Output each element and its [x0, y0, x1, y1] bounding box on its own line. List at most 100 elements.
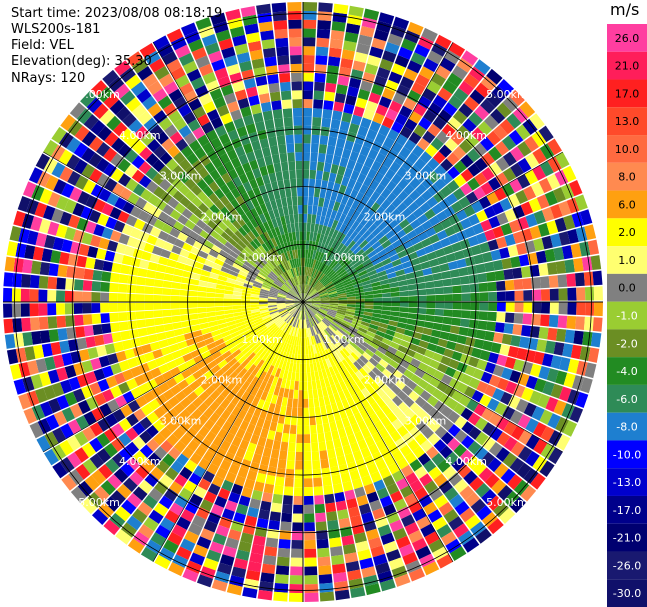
range-gate	[294, 276, 299, 286]
range-gate	[209, 389, 221, 401]
range-gate	[141, 458, 156, 473]
colorbar-tick-label: 2.0	[618, 226, 636, 239]
range-gate	[372, 112, 385, 125]
range-gate	[135, 354, 147, 366]
range-gate	[553, 400, 567, 416]
range-gate	[91, 469, 107, 486]
range-gate	[332, 333, 341, 342]
range-gate	[283, 283, 291, 291]
range-gate	[411, 144, 425, 158]
range-gate	[295, 310, 300, 319]
range-gate	[271, 366, 278, 377]
range-gate	[108, 76, 125, 93]
range-gate	[298, 213, 303, 223]
range-gate	[314, 223, 320, 233]
range-gate	[305, 319, 309, 329]
range-gate	[118, 360, 131, 372]
range-gate	[294, 327, 298, 337]
range-gate	[513, 278, 524, 290]
range-gate	[323, 340, 330, 350]
range-gate	[391, 197, 403, 208]
range-gate	[483, 114, 499, 130]
range-gate	[303, 398, 309, 408]
range-gate	[320, 320, 328, 329]
range-gate	[403, 408, 416, 420]
range-gate	[452, 187, 466, 201]
range-gate	[346, 197, 355, 208]
range-gate	[228, 168, 239, 180]
range-gate	[328, 292, 338, 297]
range-gate	[289, 290, 297, 297]
range-gate	[51, 382, 65, 397]
range-gate	[126, 236, 138, 248]
range-gate	[20, 288, 30, 302]
range-gate	[171, 164, 185, 178]
range-gate	[293, 495, 303, 505]
range-gate	[452, 309, 462, 318]
range-gate	[325, 82, 337, 93]
range-gate	[304, 522, 316, 532]
range-gate	[449, 546, 467, 562]
range-gate	[315, 283, 323, 291]
range-gate	[185, 358, 197, 369]
range-gate	[465, 336, 476, 347]
range-gate	[385, 108, 399, 121]
range-gate	[488, 215, 501, 229]
range-gate	[200, 528, 215, 541]
range-gate	[334, 146, 344, 157]
range-gate	[320, 296, 330, 300]
range-gate	[64, 303, 74, 315]
range-gate	[318, 288, 327, 294]
range-gate	[515, 189, 529, 204]
range-gate	[243, 315, 253, 322]
range-gate	[319, 243, 325, 253]
range-gate	[499, 197, 513, 212]
range-gate	[475, 263, 486, 274]
range-gate	[261, 286, 270, 292]
range-gate	[291, 81, 302, 91]
range-gate	[348, 77, 362, 89]
range-gate	[329, 38, 344, 50]
range-gate	[249, 461, 260, 473]
range-gate	[139, 444, 154, 458]
colorbar-swatch	[607, 579, 647, 607]
range-gate	[189, 380, 201, 391]
range-gate	[324, 349, 332, 359]
range-gate	[252, 535, 266, 547]
range-gate	[533, 238, 545, 252]
range-gate	[336, 288, 346, 293]
range-gate	[279, 188, 286, 199]
range-gate	[265, 474, 276, 486]
range-gate	[324, 493, 335, 504]
range-gate	[373, 75, 388, 88]
range-gate	[179, 248, 190, 258]
range-gate	[592, 270, 603, 286]
range-gate	[547, 138, 563, 156]
range-gate	[179, 346, 191, 356]
range-gate	[106, 192, 120, 206]
range-gate	[322, 278, 331, 286]
range-gate	[486, 130, 502, 146]
range-gate	[330, 209, 338, 220]
range-gate	[486, 191, 500, 205]
range-gate	[308, 258, 312, 268]
range-gate	[243, 114, 255, 126]
range-gate	[501, 333, 513, 345]
range-gate	[407, 284, 418, 291]
range-gate	[308, 288, 315, 296]
range-gate	[460, 373, 473, 386]
range-gate	[256, 3, 272, 15]
range-gate	[559, 357, 571, 372]
range-gate	[53, 410, 68, 427]
range-gate	[276, 467, 286, 478]
range-gate	[477, 121, 493, 136]
range-gate	[124, 164, 138, 178]
range-gate	[343, 215, 352, 226]
range-gate	[262, 329, 271, 338]
range-gate	[265, 392, 274, 403]
range-gate	[245, 277, 255, 284]
range-gate	[85, 336, 96, 348]
range-gate	[282, 170, 290, 180]
range-gate	[338, 184, 347, 195]
range-gate	[368, 536, 383, 549]
